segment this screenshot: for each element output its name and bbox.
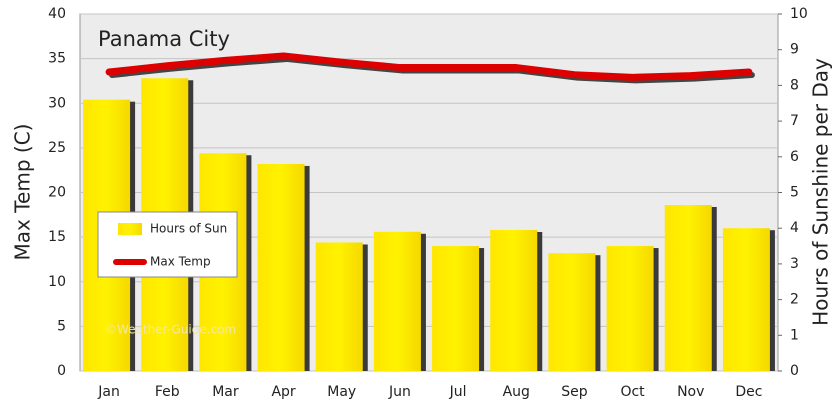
bar-shadow (361, 244, 368, 371)
bar (606, 246, 654, 371)
x-tick-label: May (327, 384, 356, 400)
y-tick-label: 10 (48, 274, 66, 290)
legend-label: Max Temp (150, 255, 211, 269)
bar-shadow (419, 233, 426, 371)
chart-title: Panama City (98, 27, 230, 51)
y-tick-label: 40 (48, 6, 66, 22)
y-tick-label: 0 (57, 363, 66, 379)
y-tick-label: 5 (57, 318, 66, 334)
bar-shadow (710, 206, 717, 371)
bar-shadow (768, 230, 775, 371)
bar-shadow (245, 155, 252, 371)
bar (664, 204, 712, 371)
bar (315, 242, 363, 371)
bar (548, 253, 596, 371)
x-tick-label: Apr (271, 384, 295, 400)
bar-shadow (478, 248, 485, 371)
legend-label: Hours of Sun (150, 222, 227, 236)
y-tick-label: 15 (48, 229, 66, 245)
bar (722, 228, 770, 371)
y2-tick-label: 0 (790, 363, 799, 379)
x-tick-label: Jan (97, 384, 120, 400)
x-tick-label: Aug (503, 384, 530, 400)
legend-box (97, 211, 238, 278)
y-tick-label: 20 (48, 185, 66, 201)
y2-tick-label: 6 (790, 149, 799, 165)
x-tick-label: Oct (620, 384, 645, 400)
bar-shadow (303, 165, 310, 371)
x-tick-label: Feb (155, 384, 180, 400)
x-tick-label: Jun (388, 384, 411, 400)
legend: Hours of Sun Max Temp (97, 211, 238, 278)
y2-axis-label: Hours of Sunshine per Day (809, 58, 833, 326)
x-tick-label: Jul (449, 384, 467, 400)
x-tick-label: Mar (212, 384, 239, 400)
y-tick-label: 30 (48, 95, 66, 111)
y2-tick-label: 10 (790, 6, 808, 22)
y-axis-label: Max Temp (C) (11, 124, 35, 261)
bar (257, 163, 305, 371)
y2-tick-label: 7 (790, 113, 799, 129)
watermark: ©Weather-Guide.com (105, 323, 236, 337)
y-tick-label: 25 (48, 140, 66, 156)
bar-shadow (536, 231, 543, 371)
bar (432, 246, 480, 371)
y2-tick-label: 4 (790, 220, 799, 236)
x-tick-label: Sep (561, 384, 588, 400)
x-tick-label: Nov (677, 384, 704, 400)
y-tick-label: 35 (48, 51, 66, 67)
y2-tick-label: 8 (790, 77, 799, 93)
bar (373, 231, 421, 371)
line (105, 52, 753, 81)
legend-swatch (118, 223, 142, 235)
y2-tick-label: 3 (790, 256, 799, 272)
y2-tick-label: 5 (790, 185, 799, 201)
y2-tick-label: 2 (790, 292, 799, 308)
y2-tick-label: 9 (790, 42, 799, 58)
bar (490, 229, 538, 371)
y2-tick-label: 1 (790, 327, 799, 343)
bar-shadow (594, 255, 601, 371)
bar-shadow (652, 248, 659, 371)
x-tick-label: Dec (735, 384, 762, 400)
